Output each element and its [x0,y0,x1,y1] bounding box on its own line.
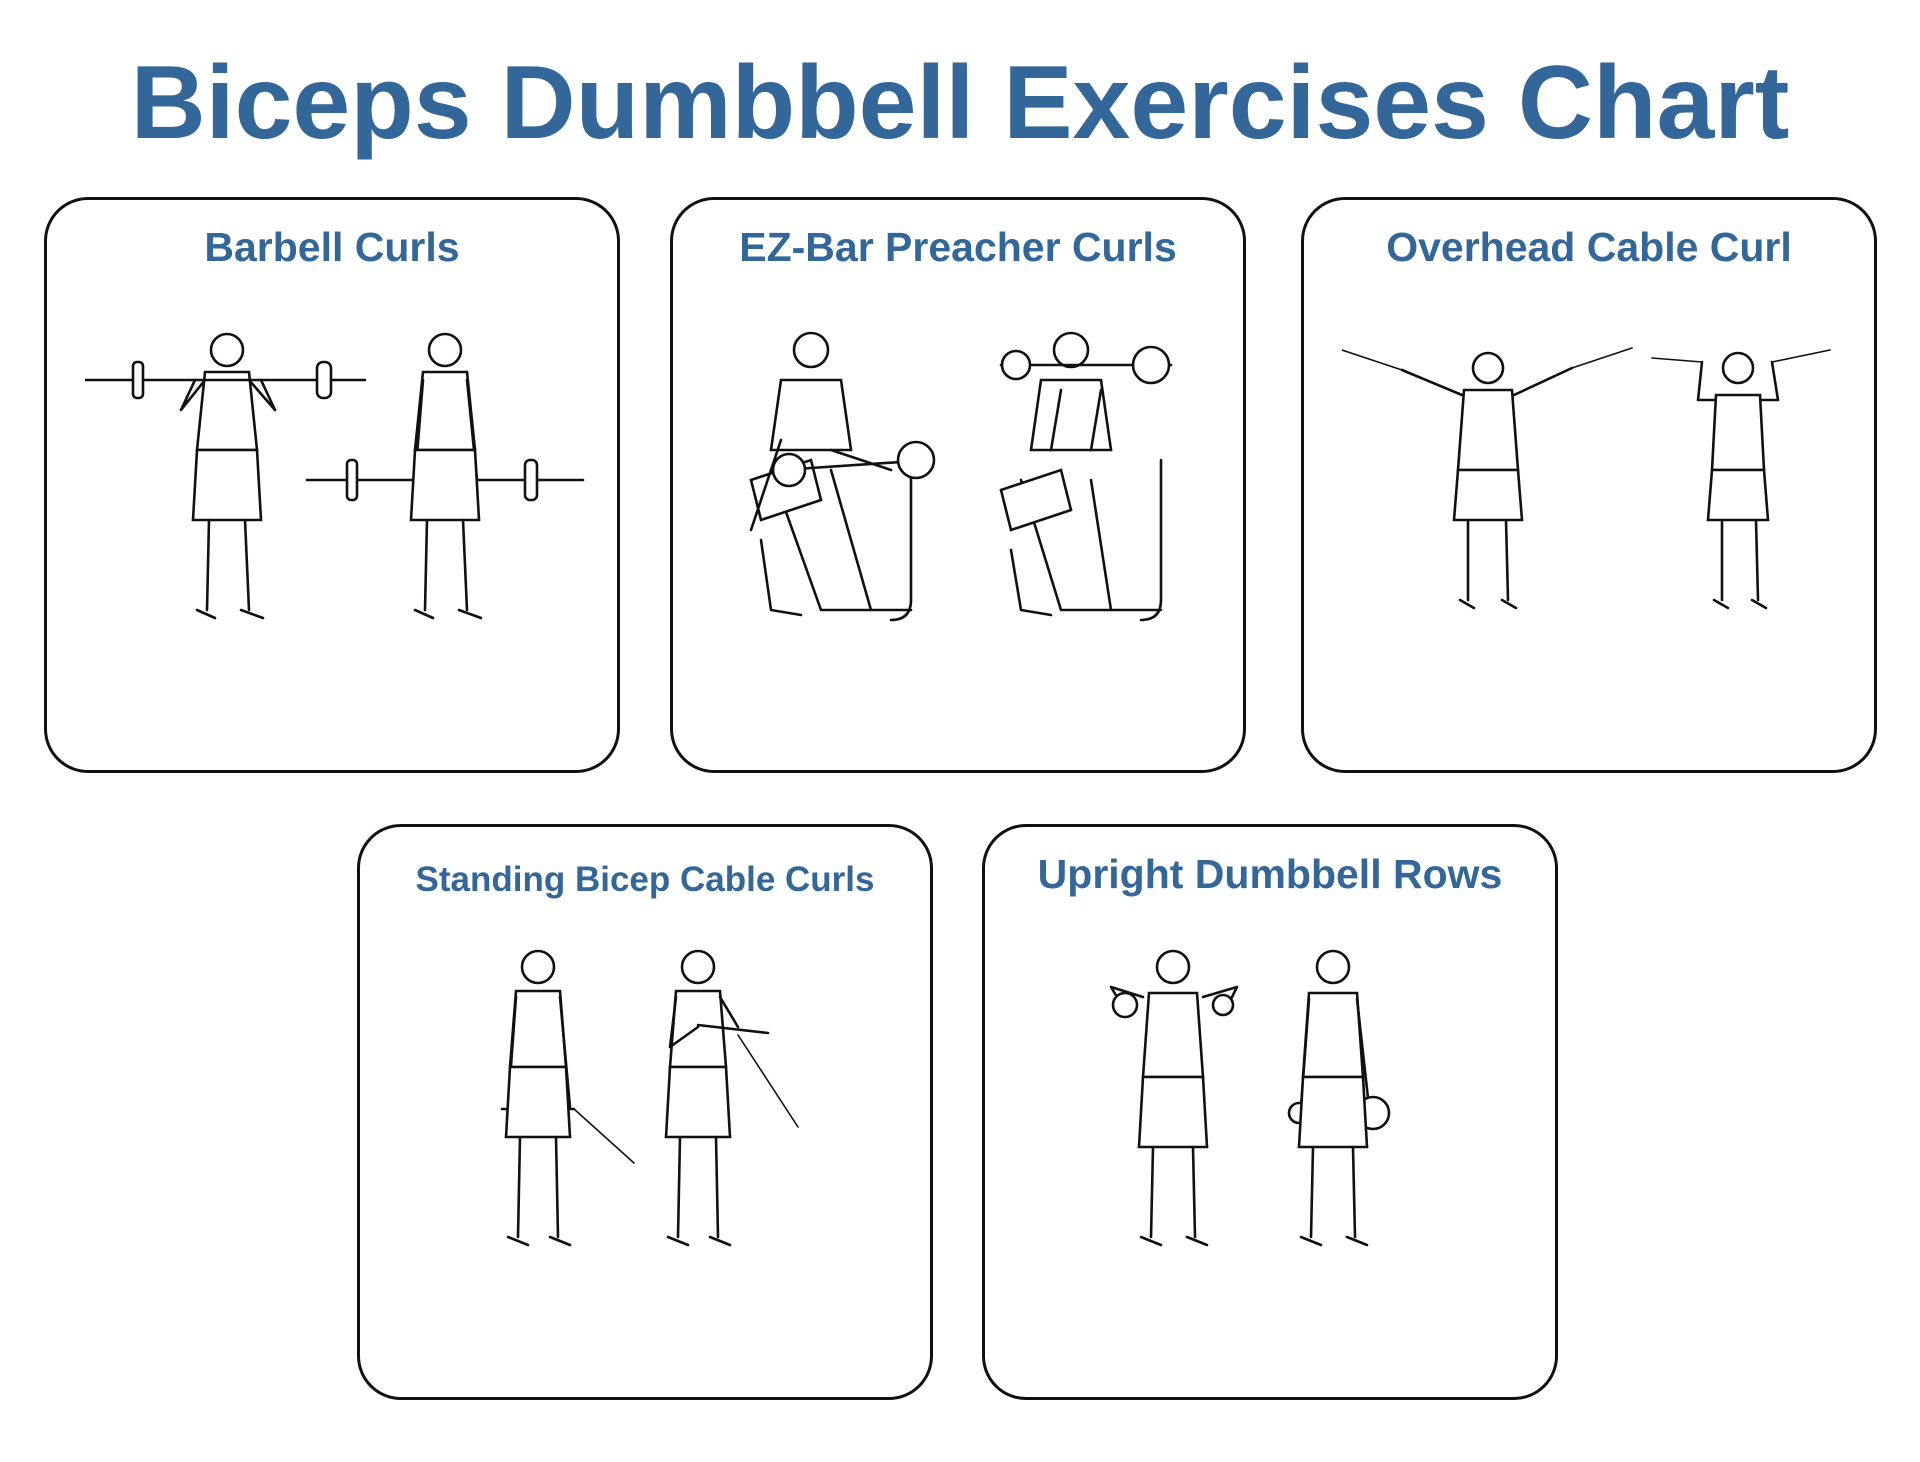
exercise-card-barbell-curls: Barbell Curls [44,197,620,773]
preacher-curl-figures-icon [711,310,1211,670]
exercise-title: Standing Bicep Cable Curls [415,860,875,899]
page-title: Biceps Dumbbell Exercises Chart [130,45,1790,161]
exercise-title: Barbell Curls [204,224,460,270]
exercise-card-standing-bicep-cable-curls: Standing Bicep Cable Curls [357,824,933,1400]
exercise-card-overhead-cable-curl: Overhead Cable Curl [1301,197,1877,773]
exercise-card-ez-bar-preacher-curls: EZ-Bar Preacher Curls [670,197,1246,773]
standing-cable-curl-figures-icon [398,937,898,1297]
exercise-title: Upright Dumbbell Rows [1037,851,1503,897]
upright-dumbbell-row-figures-icon [1023,937,1523,1297]
exercise-title: EZ-Bar Preacher Curls [739,224,1177,270]
overhead-cable-curl-figures-icon [1342,310,1842,670]
barbell-curl-figures-icon [85,310,585,670]
exercise-title: Overhead Cable Curl [1386,224,1792,270]
exercise-card-upright-dumbbell-rows: Upright Dumbbell Rows [982,824,1558,1400]
